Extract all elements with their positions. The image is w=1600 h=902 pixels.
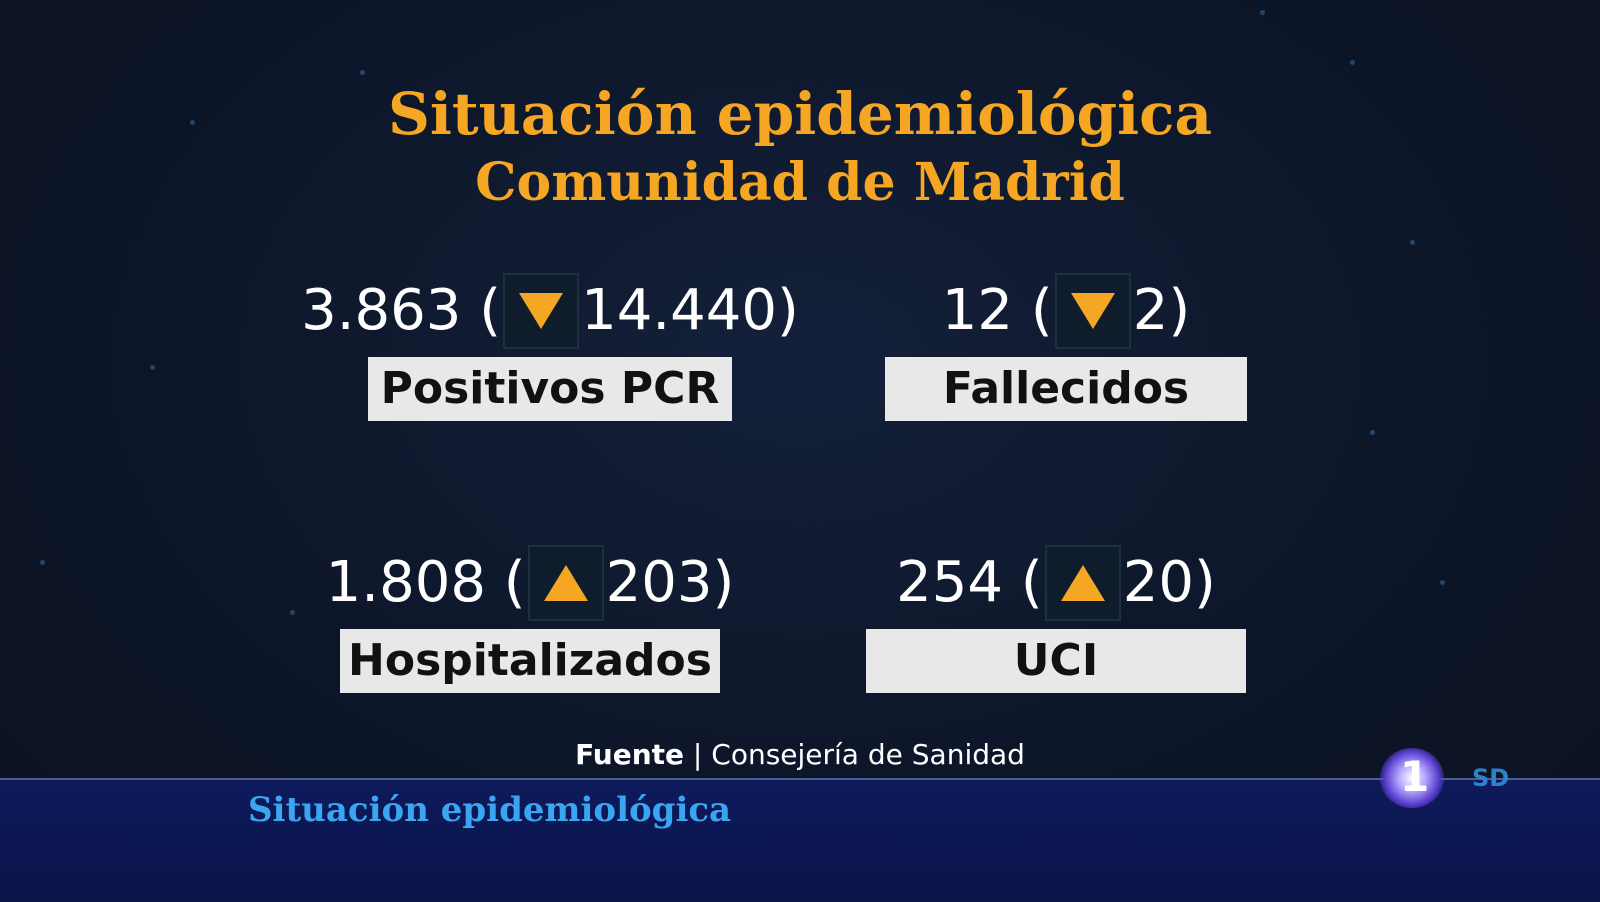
channel-number: 1 [1400, 752, 1430, 801]
stat-value: 3.863 ( [301, 277, 502, 343]
stat-positivos-pcr: 3.863 ( 14.440) Positivos PCR [290, 272, 810, 421]
stat-change: 20) [1122, 549, 1216, 615]
up-arrow-icon [527, 544, 604, 621]
stat-label: Hospitalizados [340, 628, 720, 693]
up-arrow-icon [1044, 544, 1121, 621]
background-particle [150, 365, 155, 370]
stat-uci: 254 ( 20) UCI [856, 544, 1256, 693]
stat-value: 12 ( [941, 277, 1053, 343]
down-arrow-icon [1054, 272, 1131, 349]
background-particle [1350, 60, 1355, 65]
quality-badge: SD [1472, 764, 1510, 792]
channel-logo [1380, 748, 1444, 808]
stat-change: 203) [605, 549, 735, 615]
stat-value-line: 3.863 ( 14.440) [290, 272, 810, 349]
source-credit: Fuente | Consejería de Sanidad [0, 738, 1600, 771]
background-particle [1440, 580, 1445, 585]
stat-label: Fallecidos [885, 356, 1247, 421]
stat-label: Positivos PCR [368, 356, 732, 421]
stat-value: 254 ( [896, 549, 1043, 615]
stat-value-line: 254 ( 20) [856, 544, 1256, 621]
page-title: Situación epidemiológica [387, 80, 1213, 148]
background-particle [1370, 430, 1375, 435]
stat-value-line: 12 ( 2) [866, 272, 1266, 349]
background-particle [190, 120, 195, 125]
background-particle [1260, 10, 1265, 15]
background-particle [40, 560, 45, 565]
stat-label: UCI [866, 628, 1246, 693]
source-separator: | [684, 738, 712, 771]
stat-change: 14.440) [581, 277, 799, 343]
stat-change: 2) [1132, 277, 1191, 343]
stat-value: 1.808 ( [325, 549, 526, 615]
down-arrow-icon [503, 272, 580, 349]
page-subtitle: Comunidad de Madrid [475, 152, 1125, 213]
source-name: Consejería de Sanidad [711, 738, 1025, 771]
background-particle [360, 70, 365, 75]
lower-third-title: Situación epidemiológica [248, 790, 732, 830]
stat-hospitalizados: 1.808 ( 203) Hospitalizados [300, 544, 760, 693]
lower-third-bar [0, 778, 1600, 902]
source-prefix: Fuente [575, 738, 685, 771]
background-particle [290, 610, 295, 615]
background-particle [1410, 240, 1415, 245]
stat-fallecidos: 12 ( 2) Fallecidos [866, 272, 1266, 421]
stat-value-line: 1.808 ( 203) [300, 544, 760, 621]
